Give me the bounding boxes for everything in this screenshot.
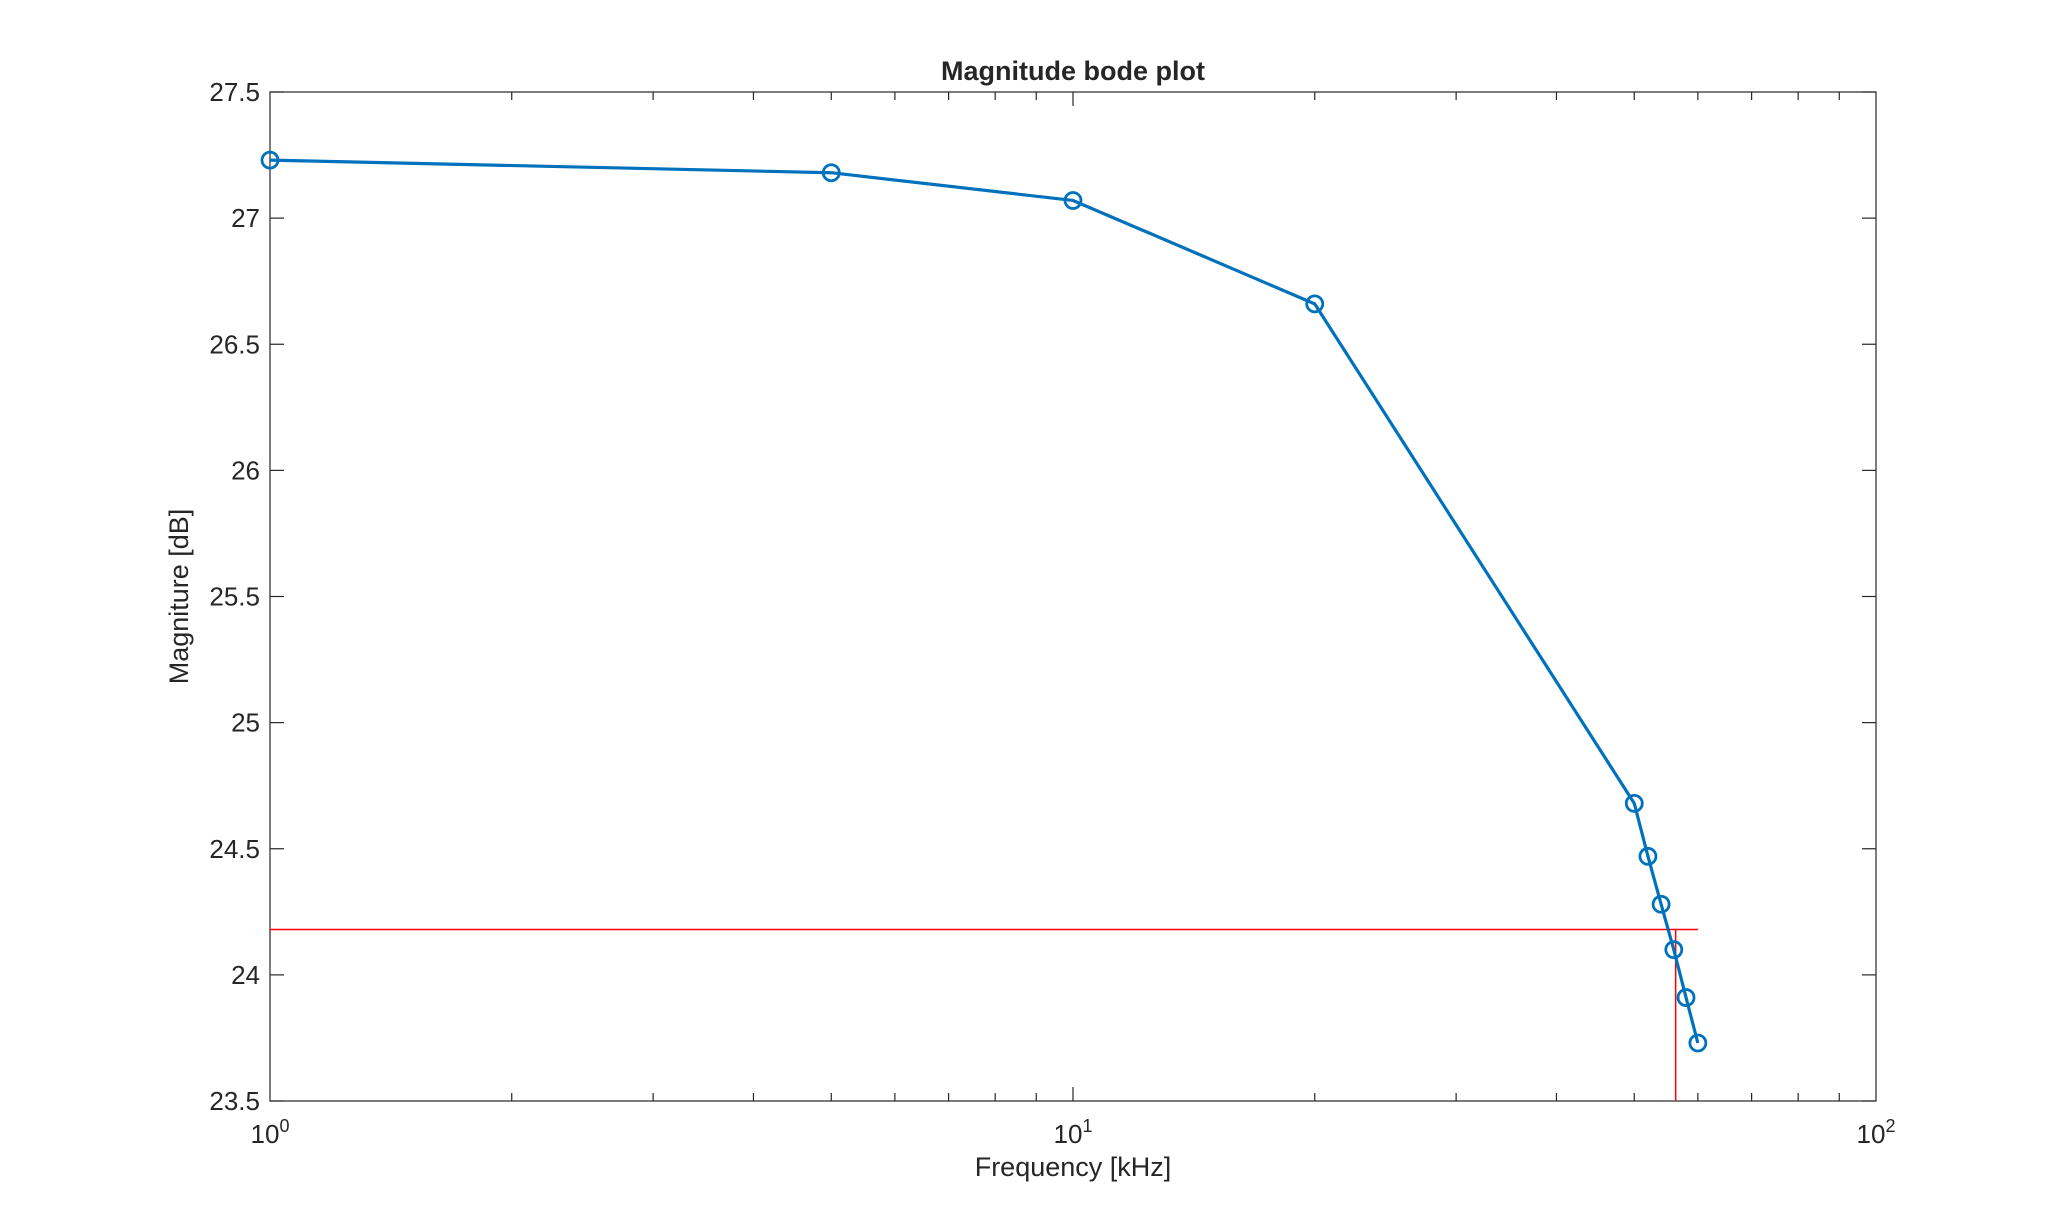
y-tick-label: 27.5: [209, 77, 260, 107]
y-axis-label: Magniture [dB]: [164, 509, 194, 685]
data-point: [1638, 846, 1658, 866]
y-tick-label: 25: [231, 708, 260, 738]
y-tick-label: 23.5: [209, 1086, 260, 1116]
series-line: [269, 158, 1700, 1044]
data-point: [1676, 988, 1696, 1007]
tick-labels: 23.5 24 24.5 25 25.5 26 26.5 27 27.5 100 101 102: [209, 77, 1895, 1149]
x-tick-label: 102: [1857, 1116, 1896, 1149]
x-axis-label: Frequency [kHz]: [975, 1152, 1172, 1182]
axis-ticks: [270, 91, 1876, 1102]
data-point: [1651, 894, 1671, 914]
data-point: [1063, 191, 1083, 210]
y-tick-label: 24.5: [209, 834, 260, 864]
data-series: [260, 150, 1708, 1053]
data-point: [1688, 1033, 1708, 1053]
x-tick-label: 101: [1054, 1116, 1093, 1149]
x-tick-label: 100: [251, 1116, 290, 1149]
data-point: [1305, 294, 1325, 314]
chart-title: Magnitude bode plot: [941, 56, 1205, 86]
data-point: [260, 150, 280, 170]
data-point: [1624, 793, 1644, 813]
y-tick-label: 27: [231, 203, 260, 233]
data-point: [821, 163, 841, 183]
y-tick-label: 25.5: [209, 582, 260, 612]
y-tick-label: 26: [231, 455, 260, 485]
y-tick-label: 26.5: [209, 329, 260, 359]
y-tick-label: 24: [231, 960, 260, 990]
data-point: [1664, 940, 1684, 960]
